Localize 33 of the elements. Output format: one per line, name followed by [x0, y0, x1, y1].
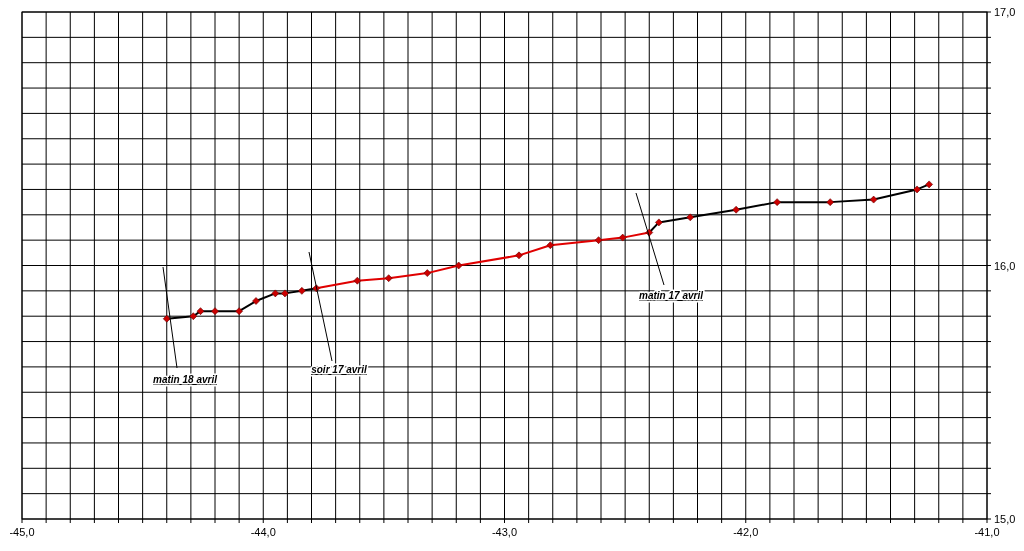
point	[162, 314, 171, 323]
x-tick-label: -43,0	[491, 526, 518, 538]
point	[655, 218, 663, 227]
point	[454, 261, 463, 270]
point	[271, 289, 280, 298]
point	[189, 312, 198, 320]
point	[423, 269, 432, 277]
point	[252, 297, 260, 305]
point	[594, 236, 603, 244]
point	[618, 233, 627, 242]
point	[211, 307, 219, 315]
point	[869, 195, 878, 204]
point	[353, 276, 362, 285]
point	[773, 198, 781, 206]
point	[384, 274, 393, 282]
x-tick-label: -42,0	[733, 526, 759, 538]
point	[686, 213, 695, 222]
point	[732, 205, 740, 214]
y-tick-label: 15,0	[994, 513, 1016, 525]
x-tick-label: -41,0	[974, 526, 1000, 538]
point	[913, 185, 921, 194]
x-tick-label: -45,0	[9, 526, 35, 538]
point	[281, 289, 289, 298]
point	[235, 307, 243, 315]
point	[196, 307, 205, 315]
point	[515, 251, 523, 260]
point	[298, 287, 306, 295]
y-tick-label: 17,0	[994, 6, 1016, 18]
point	[925, 180, 933, 189]
point	[546, 241, 555, 250]
x-tick-label: -44,0	[250, 526, 276, 538]
point	[826, 198, 834, 206]
y-tick-label: 16,0	[994, 259, 1016, 272]
